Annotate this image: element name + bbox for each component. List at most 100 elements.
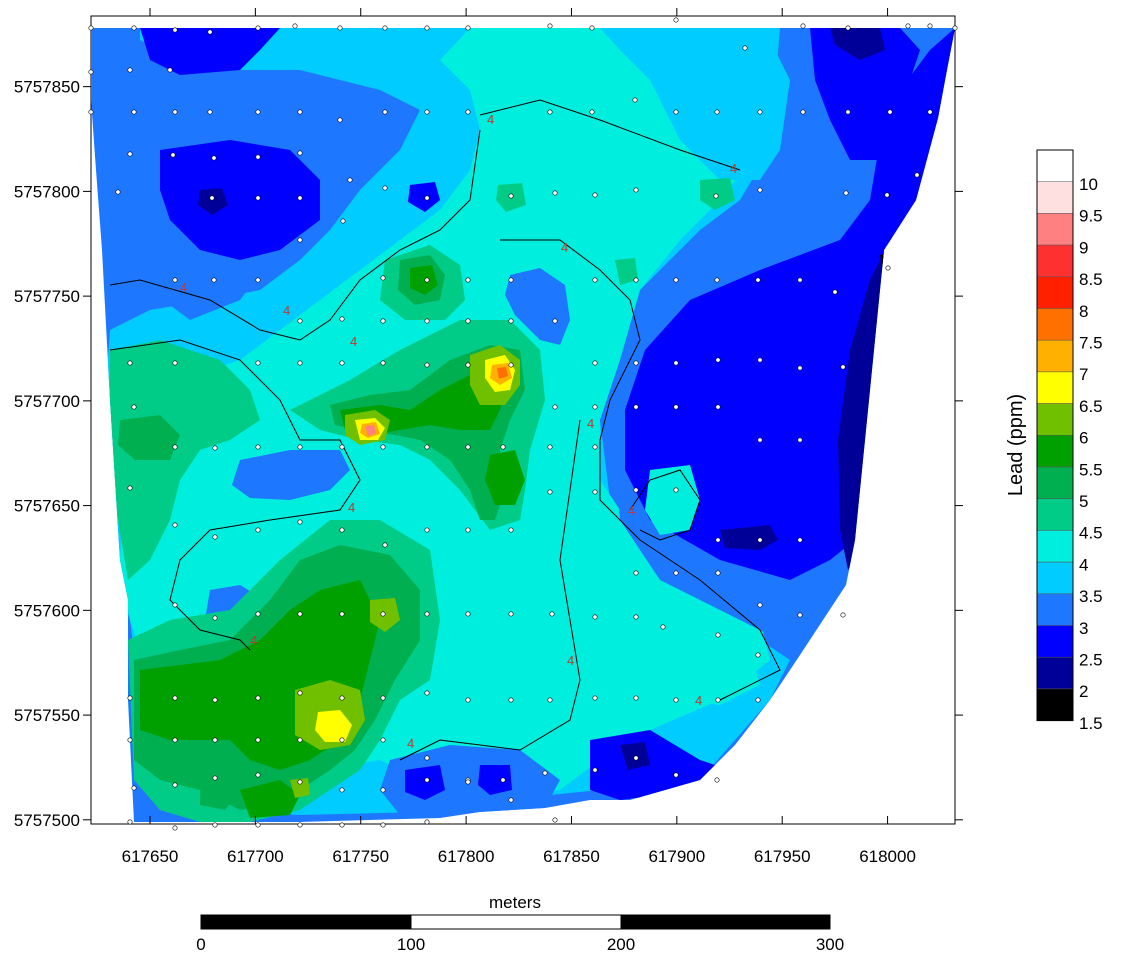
sample-point <box>172 782 178 788</box>
sample-point <box>715 570 721 576</box>
sample-point <box>380 444 386 450</box>
legend-swatch <box>1036 656 1074 690</box>
sample-point <box>172 695 178 701</box>
sample-point <box>255 737 261 743</box>
sample-point <box>211 277 217 283</box>
contour-label: 4 <box>561 240 568 255</box>
sample-point <box>131 785 137 791</box>
sample-point <box>424 444 430 450</box>
contour-lines <box>109 99 781 761</box>
sample-point <box>382 185 388 191</box>
sample-point <box>465 779 471 785</box>
x-tick-label: 617800 <box>438 847 495 866</box>
legend-swatch <box>1036 625 1074 658</box>
legend-outline <box>1036 149 1074 722</box>
sample-point <box>508 277 514 283</box>
sample-point <box>633 570 639 576</box>
sample-point <box>797 365 803 371</box>
legend-label: 7.5 <box>1079 334 1103 353</box>
sample-point <box>547 489 553 495</box>
sample-point <box>465 109 471 115</box>
sample-point <box>297 318 303 324</box>
sample-point <box>297 444 303 450</box>
y-tick-label: 5757650 <box>14 497 80 516</box>
sample-point <box>297 109 303 115</box>
sample-point <box>255 695 261 701</box>
sample-point <box>552 190 558 196</box>
sample-point <box>508 362 514 368</box>
sample-point <box>255 822 261 828</box>
sample-point <box>172 522 178 528</box>
sample-point <box>952 25 958 31</box>
sample-point <box>714 777 720 783</box>
sample-point <box>167 67 173 73</box>
sample-point <box>673 404 679 410</box>
sample-point <box>800 109 806 115</box>
sample-point <box>757 187 763 193</box>
sample-point <box>255 25 261 31</box>
y-axis: 5757850 5757800 5757750 5757700 5757650 57576… <box>14 78 963 830</box>
sample-point <box>632 97 638 103</box>
sample-point <box>131 404 137 410</box>
legend-title: Lead (ppm) <box>1005 394 1027 496</box>
zone-6-6-5-s <box>290 778 310 798</box>
zone-nw-deepblue2 <box>160 140 320 260</box>
contour-label: 4 <box>180 280 187 295</box>
legend-swatch <box>1036 244 1074 278</box>
sample-point <box>127 737 133 743</box>
sample-point <box>127 67 133 73</box>
sample-point <box>797 537 803 543</box>
contour-label: 4 <box>407 736 414 751</box>
sample-point <box>172 602 178 608</box>
x-axis: 617650 617700 617750 617800 617850 617900 6179… <box>122 8 916 866</box>
legend-label: 8.5 <box>1079 270 1103 289</box>
legend-label: 6 <box>1079 429 1088 448</box>
sample-point <box>297 195 303 201</box>
zone-4-5-5-w <box>110 340 260 580</box>
legend-label: 5 <box>1079 492 1088 511</box>
sample-point <box>592 192 598 198</box>
sample-point <box>547 109 553 115</box>
contour-line-4-c <box>399 419 581 761</box>
sample-point <box>508 318 514 324</box>
sample-point <box>172 109 178 115</box>
sample-point <box>755 652 761 658</box>
sample-point <box>424 195 430 201</box>
sample-points <box>88 17 958 831</box>
sample-point <box>424 611 430 617</box>
sample-point <box>832 289 838 295</box>
sample-point <box>297 737 303 743</box>
sample-point <box>172 825 178 831</box>
sample-point <box>542 770 548 776</box>
sample-point <box>887 109 893 115</box>
sample-point <box>255 154 261 160</box>
sample-point <box>673 17 679 23</box>
legend-swatch <box>1036 213 1074 246</box>
sample-point <box>255 360 261 366</box>
legend-swatch <box>1036 435 1074 468</box>
sample-point <box>88 25 94 31</box>
scale-bar-segment <box>410 914 622 930</box>
legend-swatch <box>1036 498 1074 531</box>
sample-point <box>172 737 178 743</box>
zone-se-navy <box>720 525 778 550</box>
zone-5-5-5-w <box>118 415 180 460</box>
legend-label: 2.5 <box>1079 651 1103 670</box>
sample-point <box>845 109 851 115</box>
sample-point <box>660 624 666 630</box>
sample-point <box>347 177 353 183</box>
sample-point <box>297 779 303 785</box>
contour-line-4-e2 <box>629 469 701 541</box>
sample-point <box>465 362 471 368</box>
scale-bar-title: meters <box>489 893 541 912</box>
sample-point <box>255 277 261 283</box>
sample-point <box>424 819 430 825</box>
sample-point <box>380 787 386 793</box>
sample-point <box>424 777 430 783</box>
zone-peak-c <box>497 367 508 379</box>
sample-point <box>757 109 763 115</box>
scale-bar: meters 0 100 200 300 <box>196 893 844 954</box>
sample-point <box>633 755 639 761</box>
sample-point <box>927 23 933 29</box>
x-tick-label: 617850 <box>543 847 600 866</box>
